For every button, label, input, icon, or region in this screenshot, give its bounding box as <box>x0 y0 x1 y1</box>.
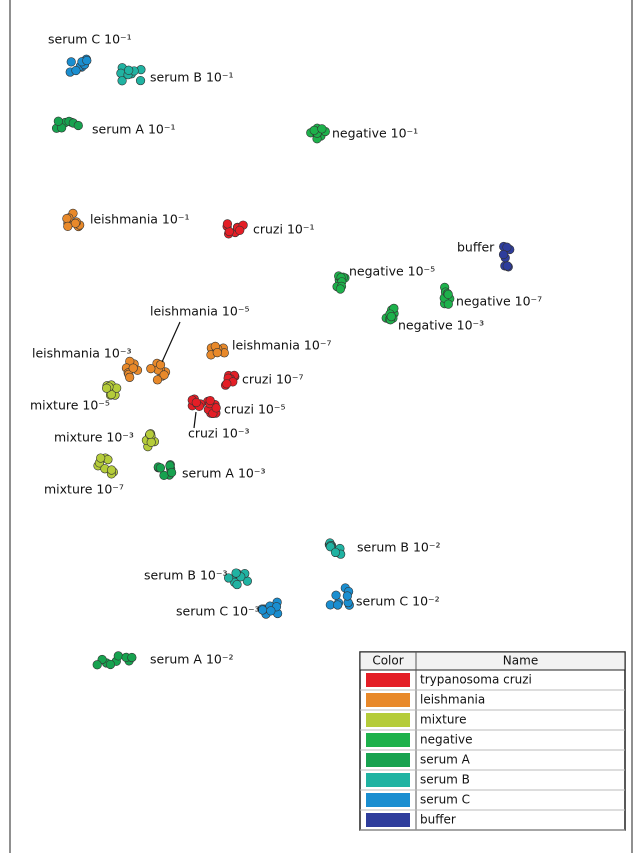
sample-dot <box>222 379 232 389</box>
sample-dot <box>135 75 146 86</box>
sample-dot <box>127 652 137 663</box>
sample-dot <box>342 591 352 601</box>
sample-dot <box>82 55 92 66</box>
cluster-label: serum A 10⁻³ <box>182 466 265 481</box>
legend-swatch <box>366 733 410 747</box>
legend-name: serum C <box>420 793 470 807</box>
sample-dot <box>102 383 112 393</box>
sample-dot <box>498 249 509 260</box>
legend-header-text: Name <box>503 654 538 668</box>
sample-dot <box>235 225 245 235</box>
sample-dot <box>443 299 453 309</box>
sample-dot <box>62 213 72 224</box>
sample-dot <box>443 289 453 300</box>
sample-dot <box>73 120 83 131</box>
cluster-label: mixture 10⁻⁷ <box>44 482 124 497</box>
sample-dot <box>335 284 345 294</box>
sample-dot <box>386 311 396 322</box>
legend-name: serum B <box>420 773 470 787</box>
cluster-label: negative 10⁻¹ <box>332 126 418 141</box>
legend-swatch <box>366 773 410 787</box>
cluster-label: negative 10⁻⁷ <box>456 294 542 309</box>
legend-name: buffer <box>420 813 456 827</box>
cluster-label: serum A 10⁻² <box>150 652 233 667</box>
cluster-label: mixture 10⁻⁵ <box>30 398 110 413</box>
sample-dot <box>71 65 81 76</box>
cluster-label: serum B 10⁻² <box>357 540 440 555</box>
cluster-label: leishmania 10⁻⁷ <box>232 338 331 353</box>
cluster-label: serum C 10⁻² <box>356 594 440 609</box>
sample-dot <box>331 590 341 600</box>
sample-dot <box>330 547 341 558</box>
sample-dot <box>145 429 155 439</box>
sample-dot <box>502 261 512 271</box>
cluster-label: cruzi 10⁻³ <box>188 426 249 441</box>
sample-dot <box>155 360 166 370</box>
sample-dot <box>266 606 276 616</box>
leader-line <box>193 411 197 429</box>
sample-dot <box>66 57 76 67</box>
sample-dot <box>231 568 241 578</box>
sample-dot <box>205 395 215 406</box>
cluster-label: serum C 10⁻³ <box>176 604 260 619</box>
legend-swatch <box>366 793 410 807</box>
sample-dot <box>333 600 343 610</box>
sample-dot <box>146 364 156 374</box>
cluster-label: cruzi 10⁻¹ <box>253 222 314 237</box>
sample-dot <box>212 348 222 358</box>
sample-dot <box>113 651 123 661</box>
sample-dot <box>232 579 242 590</box>
legend-name: negative <box>420 733 472 747</box>
legend-name: serum A <box>420 753 471 767</box>
sample-dot <box>112 383 122 393</box>
cluster-label: negative 10⁻⁵ <box>349 264 435 279</box>
sample-dot <box>152 375 163 385</box>
legend-swatch <box>366 693 410 707</box>
legend-swatch <box>366 713 410 727</box>
sample-dot <box>105 659 116 670</box>
sample-dot <box>167 467 177 478</box>
legend-swatch <box>366 753 410 767</box>
sample-dot <box>191 397 201 408</box>
cluster-label: serum A 10⁻¹ <box>92 122 175 137</box>
sample-dot <box>125 372 135 382</box>
legend-swatch <box>366 813 410 827</box>
sample-dot <box>317 124 327 134</box>
sample-dot <box>155 463 166 473</box>
sample-dot <box>96 453 106 463</box>
cluster-label: leishmania 10⁻³ <box>32 346 131 361</box>
legend-swatch <box>366 673 410 687</box>
sample-dot <box>146 437 156 447</box>
sample-dot <box>63 221 73 231</box>
legend-name: trypanosoma cruzi <box>420 673 532 687</box>
cluster-label: negative 10⁻³ <box>398 318 484 333</box>
cluster-label: buffer <box>457 240 495 255</box>
cluster-label: cruzi 10⁻⁵ <box>224 402 285 417</box>
sample-dot <box>106 465 117 475</box>
cluster-label: serum C 10⁻¹ <box>48 32 132 47</box>
sample-dot <box>159 370 169 380</box>
legend-header <box>359 651 626 671</box>
sample-dot <box>117 76 127 86</box>
sample-dot <box>211 403 221 413</box>
cluster-label: cruzi 10⁻⁷ <box>242 372 303 387</box>
sample-dot <box>309 125 319 135</box>
cluster-label: leishmania 10⁻⁵ <box>150 304 249 319</box>
cluster-label: mixture 10⁻³ <box>54 430 134 445</box>
cluster-label: leishmania 10⁻¹ <box>90 212 189 227</box>
sample-dot <box>224 226 234 237</box>
sample-dot <box>124 65 134 75</box>
sample-dot <box>223 573 234 583</box>
legend-name: mixture <box>420 713 467 727</box>
legend-name: leishmania <box>420 693 485 707</box>
sample-dot <box>128 363 138 373</box>
sample-dot <box>92 660 102 670</box>
legend-header-text: Color <box>372 654 403 668</box>
sample-dot <box>222 219 233 229</box>
leader-line <box>161 321 181 363</box>
cluster-label: serum B 10⁻¹ <box>150 70 233 85</box>
cluster-label: serum B 10⁻³ <box>144 568 227 583</box>
sample-dot <box>53 116 63 126</box>
